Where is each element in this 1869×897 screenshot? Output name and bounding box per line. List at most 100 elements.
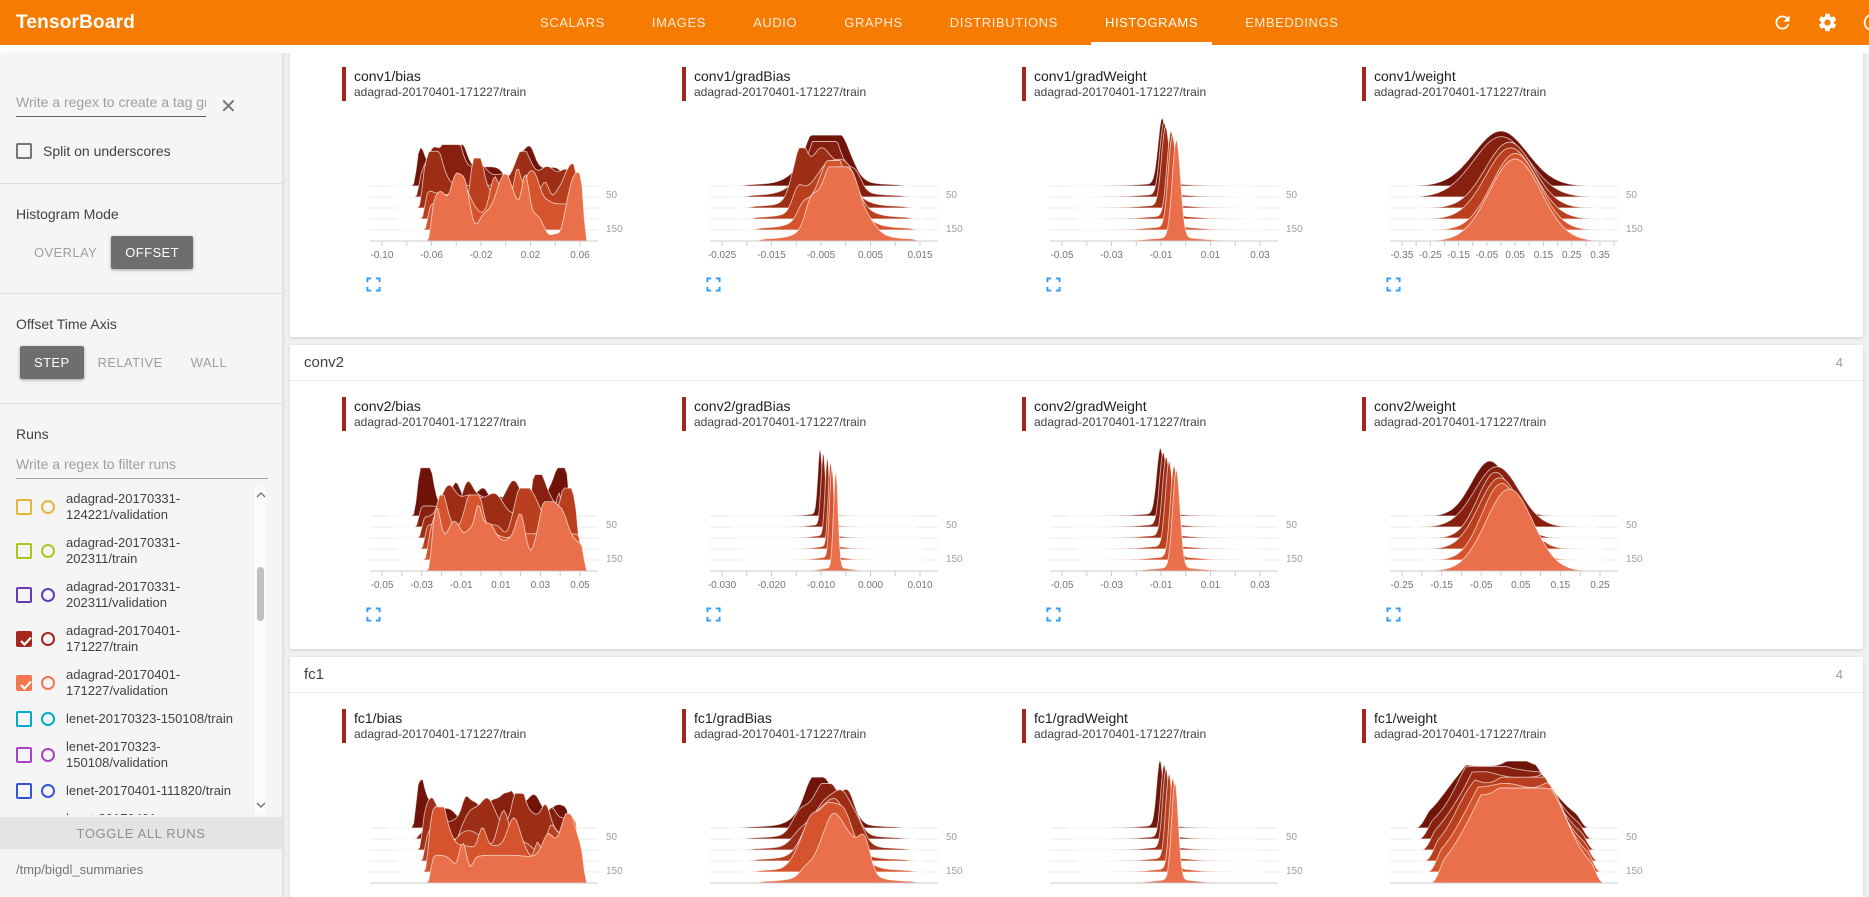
run-color-circle[interactable] bbox=[41, 632, 55, 646]
scroll-down-icon[interactable] bbox=[255, 799, 266, 811]
tab-distributions[interactable]: DISTRIBUTIONS bbox=[949, 15, 1058, 30]
tab-scalars[interactable]: SCALARS bbox=[540, 15, 605, 30]
offset-time-axis-step-button[interactable]: STEP bbox=[20, 346, 84, 379]
help-icon[interactable]: ? bbox=[1862, 12, 1869, 33]
run-row[interactable]: lenet-20170323-150108/validation bbox=[16, 733, 250, 777]
run-color-circle[interactable] bbox=[41, 544, 55, 558]
runs-filter-input[interactable] bbox=[16, 452, 268, 479]
split-underscores-checkbox[interactable] bbox=[16, 143, 32, 159]
run-color-circle[interactable] bbox=[41, 712, 55, 726]
scrollbar-thumb[interactable] bbox=[257, 567, 264, 621]
run-name: lenet-20170401-111820/validation bbox=[66, 811, 250, 815]
run-row[interactable]: lenet-20170323-150108/train bbox=[16, 705, 250, 733]
run-checkbox[interactable] bbox=[16, 747, 32, 763]
chart-run-name: adagrad-20170401-171227/train bbox=[694, 85, 867, 99]
histogram-ridgeline-chart[interactable]: 50 150 bbox=[366, 751, 634, 897]
histogram-ridgeline-chart[interactable]: 50 150 bbox=[1046, 751, 1314, 897]
run-name: adagrad-20170401-171227/train bbox=[66, 623, 181, 654]
expand-icon[interactable] bbox=[1386, 277, 1402, 293]
expand-icon[interactable] bbox=[706, 277, 722, 293]
settings-icon[interactable] bbox=[1817, 12, 1838, 33]
histogram-ridgeline-chart[interactable]: 50 150 -0.05 -0.03 -0.01 0.01 0.03 bbox=[1046, 439, 1314, 597]
svg-text:150: 150 bbox=[606, 224, 623, 235]
histogram-ridgeline-chart[interactable]: 50 150 -0.10 -0.06 -0.02 0.02 0.06 bbox=[366, 109, 634, 267]
scroll-up-icon[interactable] bbox=[255, 489, 266, 501]
expand-icon[interactable] bbox=[1046, 277, 1062, 293]
expand-icon[interactable] bbox=[366, 607, 382, 623]
expand-icon[interactable] bbox=[1046, 607, 1062, 623]
svg-text:-0.015: -0.015 bbox=[757, 250, 786, 261]
run-row[interactable]: adagrad-20170401-171227/validation bbox=[16, 661, 250, 705]
run-row[interactable]: adagrad-20170331-202311/validation bbox=[16, 573, 250, 617]
svg-text:50: 50 bbox=[1286, 520, 1298, 531]
tab-histograms[interactable]: HISTOGRAMS bbox=[1090, 0, 1213, 45]
app-header: TensorBoard SCALARS IMAGES AUDIO GRAPHS DIST… bbox=[0, 0, 1869, 45]
svg-text:-0.030: -0.030 bbox=[708, 580, 737, 591]
toggle-all-runs-button[interactable]: TOGGLE ALL RUNS bbox=[0, 817, 282, 849]
run-name: adagrad-20170331-124221/validation bbox=[66, 491, 181, 522]
chart-title: fc1/bias bbox=[354, 710, 403, 726]
tab-audio[interactable]: AUDIO bbox=[753, 15, 798, 30]
run-checkbox[interactable] bbox=[16, 543, 32, 559]
expand-icon[interactable] bbox=[366, 277, 382, 293]
svg-text:-0.03: -0.03 bbox=[1100, 580, 1123, 591]
run-row[interactable]: lenet-20170401-111820/validation bbox=[16, 805, 250, 815]
close-icon[interactable]: ✕ bbox=[220, 96, 237, 118]
tab-images[interactable]: IMAGES bbox=[651, 15, 707, 30]
run-checkbox[interactable] bbox=[16, 675, 32, 691]
expand-icon[interactable] bbox=[706, 607, 722, 623]
expand-icon[interactable] bbox=[1386, 607, 1402, 623]
run-color-circle[interactable] bbox=[41, 500, 55, 514]
tab-graphs[interactable]: GRAPHS bbox=[844, 15, 903, 30]
run-color-circle[interactable] bbox=[41, 748, 55, 762]
chart-title: conv2/bias bbox=[354, 398, 421, 414]
sidebar-divider bbox=[0, 183, 282, 184]
tag-filter-input[interactable] bbox=[16, 90, 206, 117]
histogram-ridgeline-chart[interactable]: 50 150 -0.05 -0.03 -0.01 0.01 0.03 bbox=[1046, 109, 1314, 267]
offset-time-axis-wall-button[interactable]: WALL bbox=[190, 355, 228, 370]
histogram-ridgeline-chart[interactable]: 50 150 -0.025 -0.015 -0.005 0.005 0.015 bbox=[706, 109, 974, 267]
histogram-card: conv1/gradBias adagrad-20170401-171227/tr… bbox=[682, 67, 974, 293]
run-checkbox[interactable] bbox=[16, 711, 32, 727]
histogram-ridgeline-chart[interactable]: 50 150 -0.030 -0.020 -0.010 0.000 0.010 bbox=[706, 439, 974, 597]
split-underscores-row[interactable]: Split on underscores bbox=[16, 143, 266, 159]
histogram-ridgeline-chart[interactable]: 50 150 bbox=[706, 751, 974, 897]
refresh-icon[interactable] bbox=[1772, 12, 1793, 33]
run-color-circle[interactable] bbox=[41, 676, 55, 690]
svg-text:-0.01: -0.01 bbox=[450, 580, 473, 591]
run-checkbox[interactable] bbox=[16, 783, 32, 799]
histogram-ridgeline-chart[interactable]: 50 150 -0.05 -0.03 -0.01 0.01 0.03 0.05 bbox=[366, 439, 634, 597]
histogram-ridgeline-chart[interactable]: 50 150 -0.35 -0.25 -0.15 -0.05 0.05 0.15 0.25 0.3… bbox=[1386, 109, 1654, 267]
run-checkbox[interactable] bbox=[16, 499, 32, 515]
histogram-ridgeline-chart[interactable]: 50 150 -0.25 -0.15 -0.05 0.05 0.15 0.25 bbox=[1386, 439, 1654, 597]
histogram-card: fc1/weight adagrad-20170401-171227/train 5… bbox=[1362, 709, 1654, 897]
offset-time-axis-relative-button[interactable]: RELATIVE bbox=[97, 355, 163, 370]
chart-run-name: adagrad-20170401-171227/train bbox=[1034, 415, 1207, 429]
histogram-mode-overlay-button[interactable]: OVERLAY bbox=[34, 245, 98, 260]
run-row[interactable]: adagrad-20170331-202311/train bbox=[16, 529, 250, 573]
run-name: adagrad-20170331-202311/validation bbox=[66, 579, 181, 610]
runs-scrollbar[interactable] bbox=[253, 485, 266, 815]
histogram-mode-buttons: OVERLAY OFFSET bbox=[20, 236, 266, 269]
run-row[interactable]: lenet-20170401-111820/train bbox=[16, 777, 250, 805]
run-color-bar bbox=[1362, 709, 1366, 743]
svg-text:150: 150 bbox=[946, 866, 963, 877]
run-color-bar bbox=[342, 397, 346, 431]
run-checkbox[interactable] bbox=[16, 587, 32, 603]
run-row[interactable]: adagrad-20170331-124221/validation bbox=[16, 485, 250, 529]
chart-title: conv2/weight bbox=[1374, 398, 1456, 414]
chart-title: conv1/bias bbox=[354, 68, 421, 84]
section-header-conv2[interactable]: conv2 4 bbox=[290, 345, 1863, 381]
svg-text:0.05: 0.05 bbox=[570, 580, 590, 591]
run-checkbox[interactable] bbox=[16, 631, 32, 647]
histogram-mode-offset-button[interactable]: OFFSET bbox=[111, 236, 193, 269]
run-row[interactable]: adagrad-20170401-171227/train bbox=[16, 617, 250, 661]
histogram-ridgeline-chart[interactable]: 50 150 bbox=[1386, 751, 1654, 897]
run-color-circle[interactable] bbox=[41, 588, 55, 602]
run-color-bar bbox=[1362, 67, 1366, 101]
run-color-circle[interactable] bbox=[41, 784, 55, 798]
chart-title: conv1/gradWeight bbox=[1034, 68, 1147, 84]
section-header-fc1[interactable]: fc1 4 bbox=[290, 657, 1863, 693]
tab-embeddings[interactable]: EMBEDDINGS bbox=[1245, 15, 1339, 30]
svg-text:0.03: 0.03 bbox=[1250, 250, 1270, 261]
